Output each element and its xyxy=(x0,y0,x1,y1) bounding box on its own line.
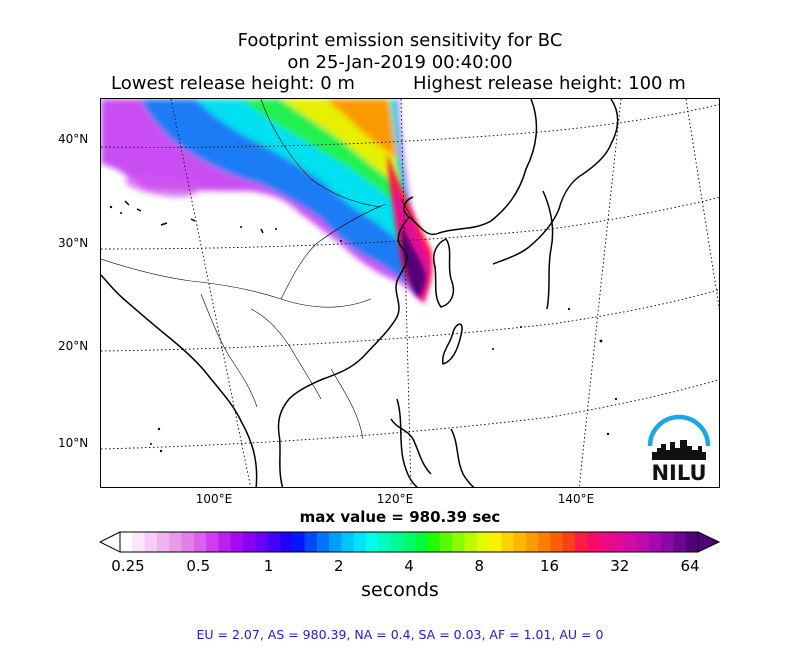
plume-orange xyxy=(326,99,398,159)
colorbar-min-arrow xyxy=(98,531,121,553)
lat-label-30n: 30°N xyxy=(58,236,89,250)
graticule xyxy=(101,99,719,487)
colorbar-cell xyxy=(452,532,465,552)
islands xyxy=(109,205,618,453)
colorbar-tick-label: 1 xyxy=(263,557,274,575)
plume xyxy=(101,99,426,304)
borders xyxy=(101,99,418,440)
colorbar-tick-label: 32 xyxy=(610,557,630,575)
colorbar-cell xyxy=(685,532,699,552)
colorbar-cell xyxy=(562,532,576,552)
colorbar-cell xyxy=(587,532,601,552)
colorbar-cell xyxy=(575,532,588,552)
colorbar-cell xyxy=(378,532,391,552)
colorbar-tick-label: 0.25 xyxy=(111,557,145,575)
nilu-logo: NILU xyxy=(647,414,711,484)
region-stats: EU = 2.07, AS = 980.39, NA = 0.4, SA = 0… xyxy=(196,627,604,642)
colorbar-cell xyxy=(488,532,502,552)
colorbar-cell xyxy=(427,532,441,552)
colorbar-cell xyxy=(365,532,379,552)
colorbar-cell xyxy=(439,532,453,552)
colorbar-cell xyxy=(402,532,416,552)
title-line-1: Footprint emission sensitivity for BC xyxy=(237,30,563,51)
colorbar-cell xyxy=(661,532,674,552)
colorbar-cell xyxy=(611,532,625,552)
plume-core xyxy=(387,154,433,302)
colorbar-cell xyxy=(156,532,170,552)
colorbar-cell xyxy=(144,532,158,552)
colorbar-cell xyxy=(218,532,232,552)
colorbar-cell xyxy=(230,532,244,552)
colorbar-cell xyxy=(476,532,490,552)
lon-label-120e: 120°E xyxy=(376,492,414,506)
colorbar-cell xyxy=(648,532,662,552)
colorbar-cell xyxy=(279,532,293,552)
colorbar-cell xyxy=(120,532,133,552)
colorbar-cell xyxy=(390,532,404,552)
map-svg xyxy=(101,99,719,487)
max-value: max value = 980.39 sec xyxy=(299,508,501,526)
colorbar-cell xyxy=(550,532,564,552)
highest-release-height: Highest release height: 100 m xyxy=(413,73,686,94)
colorbar-frame xyxy=(119,531,699,553)
colorbar-cell xyxy=(304,532,318,552)
colorbar-cell xyxy=(267,532,281,552)
colorbar-tick-label: 16 xyxy=(539,557,560,575)
colorbar-cell xyxy=(538,532,551,552)
colorbar-cell xyxy=(599,532,613,552)
colorbar-cell xyxy=(636,532,650,552)
plume-magenta-spots xyxy=(126,176,200,198)
colorbar-tick-label: 2 xyxy=(333,557,344,575)
colorbar-cell xyxy=(525,532,539,552)
colorbar-cell xyxy=(181,532,195,552)
colorbar-max-arrow xyxy=(697,531,721,553)
colorbar-cell xyxy=(464,532,478,552)
colorbar-tick-label: 8 xyxy=(474,557,485,575)
nilu-logo-text: NILU xyxy=(651,461,706,484)
lat-label-40n: 40°N xyxy=(58,132,89,146)
lat-label-10n: 10°N xyxy=(58,436,89,450)
colorbar-cell xyxy=(624,532,637,552)
colorbar-cell xyxy=(206,532,219,552)
colorbar-cell xyxy=(169,532,182,552)
colorbar-cell xyxy=(132,532,145,552)
colorbar-tick-label: 4 xyxy=(404,557,414,575)
colorbar-cell xyxy=(341,532,355,552)
colorbar-cell xyxy=(292,532,305,552)
title-line-2: on 25-Jan-2019 00:40:00 xyxy=(287,52,513,73)
colorbar-cell xyxy=(501,532,514,552)
colorbar xyxy=(98,531,721,553)
colorbar-cell xyxy=(316,532,330,552)
lon-label-100e: 100°E xyxy=(195,492,233,506)
map-panel xyxy=(100,98,720,488)
colorbar-cell xyxy=(193,532,207,552)
lowest-release-height: Lowest release height: 0 m xyxy=(111,73,355,94)
lon-label-140e: 140°E xyxy=(557,492,595,506)
colorbar-cell xyxy=(673,532,687,552)
colorbar-cells xyxy=(120,532,699,552)
lat-label-20n: 20°N xyxy=(58,339,89,353)
colorbar-unit: seconds xyxy=(361,579,439,601)
colorbar-cell xyxy=(353,532,367,552)
colorbar-cell xyxy=(255,532,268,552)
coastlines xyxy=(101,99,619,487)
colorbar-tick-label: 64 xyxy=(680,557,700,575)
colorbar-cell xyxy=(329,532,342,552)
colorbar-cell xyxy=(242,532,256,552)
colorbar-cell xyxy=(415,532,428,552)
colorbar-cell xyxy=(513,532,527,552)
colorbar-tick-label: 0.5 xyxy=(186,557,211,575)
